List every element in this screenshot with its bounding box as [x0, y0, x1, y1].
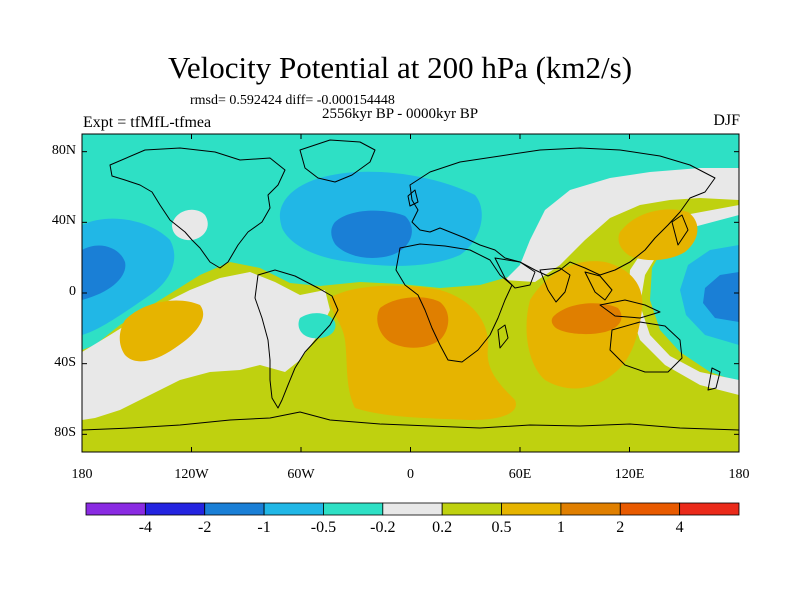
field-core-europe [331, 210, 412, 258]
colorbar [85, 502, 740, 516]
field-positive-south-pacific [119, 300, 204, 362]
colorbar-label: 2 [616, 519, 625, 536]
lon-label: 0 [407, 467, 414, 482]
lon-label: 180 [728, 467, 750, 482]
field-core-east-pacific [703, 272, 739, 322]
field-core-indian-ocean [551, 303, 622, 335]
colorbar-swatch [323, 502, 384, 516]
lat-label: 0 [69, 284, 76, 299]
colorbar-swatch [501, 502, 562, 516]
coast-japan [671, 214, 689, 246]
colorbar-swatch [204, 502, 265, 516]
colorbar-label: -2 [198, 519, 212, 536]
velocity-potential-field [82, 134, 739, 452]
time-period-label: 2556kyr BP - 0000kyr BP [322, 106, 479, 122]
experiment-label: Expt = tfMfL-tfmea [83, 114, 212, 131]
colorbar-swatch [441, 502, 502, 516]
lon-label: 120W [174, 467, 209, 482]
coast-australia [609, 321, 683, 373]
axis-ticks [81, 134, 740, 452]
coast-new-zealand [707, 367, 721, 391]
coast-madagascar [497, 324, 509, 349]
rmsd-diff-stats: rmsd= 0.592424 diff= -0.000154448 [190, 93, 395, 108]
lat-label: 80S [54, 425, 76, 441]
colorbar-label: 0.2 [432, 519, 453, 536]
colorbar-label: -0.2 [370, 519, 396, 536]
lon-label: 120E [614, 467, 645, 482]
colorbar-swatch [382, 502, 443, 516]
colorbar-swatch [619, 502, 681, 516]
colorbar-swatch [144, 502, 206, 516]
lat-label: 80N [51, 142, 76, 158]
coast-indonesia [599, 299, 661, 319]
field-negative-samerica [298, 313, 336, 339]
colorbar-label: -0.5 [310, 519, 337, 536]
season-label: DJF [713, 112, 740, 129]
coastlines [82, 139, 739, 431]
field-neutral-west [82, 272, 330, 420]
coast-arabia [494, 257, 536, 289]
colorbar-label: 1 [556, 519, 565, 536]
field-neutral-north [505, 168, 739, 282]
colorbar-swatch [560, 502, 621, 516]
lon-label: 180 [71, 467, 93, 482]
coast-se-asia [584, 271, 613, 301]
coast-antarctica [82, 411, 739, 431]
coast-eurasia [409, 147, 716, 277]
coast-south-america [254, 269, 339, 409]
lat-label: 40S [54, 354, 76, 370]
lon-label: 60E [508, 467, 532, 482]
field-positive-atlantic-africa [329, 285, 516, 420]
colorbar-label: -4 [138, 519, 153, 536]
coast-north-america [109, 147, 286, 269]
lat-label: 40N [51, 213, 76, 229]
field-neutral-gulf [172, 209, 208, 241]
field-core-pacific-west [82, 245, 126, 300]
field-core-atlantic-africa [377, 297, 449, 348]
coast-india [539, 267, 571, 303]
lon-label: 60W [287, 467, 315, 482]
coast-africa [395, 243, 513, 363]
colorbar-swatch [679, 502, 740, 516]
map-title: Velocity Potential at 200 hPa (km2/s) [167, 50, 633, 85]
colorbar-swatch [85, 502, 146, 516]
coast-uk [407, 189, 419, 207]
colorbar-label: 4 [675, 519, 684, 536]
colorbar-label: 0.5 [491, 519, 512, 536]
colorbar-label: -1 [257, 519, 271, 536]
coast-greenland [299, 139, 376, 183]
colorbar-swatch [263, 502, 324, 516]
